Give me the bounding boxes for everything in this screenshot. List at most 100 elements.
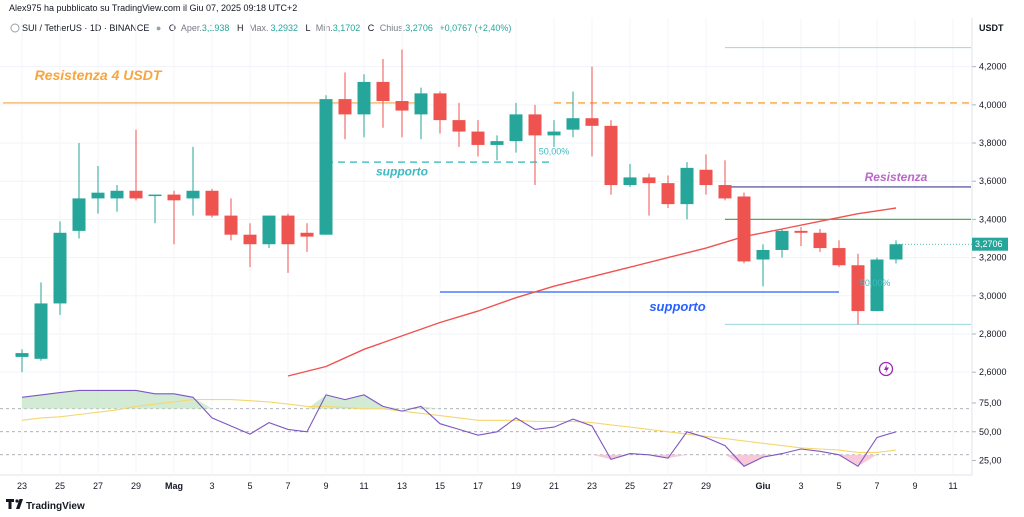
candle (15, 349, 29, 373)
candle (775, 228, 789, 258)
price-tick-label: 3,4000 (979, 214, 1007, 224)
resistenza-label: Resistenza (865, 170, 928, 184)
moving-average-line (287, 207, 897, 377)
candle (357, 74, 371, 138)
candle-body (870, 259, 884, 312)
candle-body (129, 190, 143, 199)
price-tick-label: 3,6000 (979, 176, 1007, 186)
time-tick-label: 29 (701, 481, 711, 491)
candle-body (53, 232, 67, 304)
candle-body (34, 303, 48, 359)
tradingview-brand-text: TradingView (26, 501, 85, 512)
candle-body (889, 244, 903, 260)
candle-body (224, 215, 238, 235)
candle (756, 244, 770, 287)
candle (433, 91, 447, 134)
rsi-tick-label: 50,00 (979, 427, 1002, 437)
candle-body (148, 194, 162, 197)
time-tick-label: 29 (131, 481, 141, 491)
candle (718, 160, 732, 201)
ohlc-legend: SUI / TetherUS · 1D · BINANCE ● O Aper.3… (10, 23, 511, 33)
fib-50-top-label: 50,00% (539, 146, 570, 156)
candle-body (376, 81, 390, 102)
change-text: +0,0767 (+2,40%) (439, 23, 511, 33)
candle-body (281, 215, 295, 245)
time-tick-label: 9 (323, 481, 328, 491)
candle-body (756, 249, 770, 260)
time-tick-label: 9 (912, 481, 917, 491)
price-tick-label: 4,2000 (979, 62, 1007, 72)
last-price-badge: 3,2706 (972, 237, 1008, 251)
published-text: Alex975 ha pubblicato su TradingView.com… (9, 3, 297, 13)
candle-body (737, 196, 751, 262)
price-tick-label: 3,2000 (979, 253, 1007, 263)
candle (642, 173, 656, 216)
time-tick-label: 27 (93, 481, 103, 491)
candle (832, 240, 846, 268)
candle-body (813, 232, 827, 249)
candle-body (623, 177, 637, 186)
candle (452, 102, 466, 147)
candle-body (490, 141, 504, 145)
candle-body (566, 118, 580, 130)
fib-50-bottom-label: 50,00% (860, 278, 891, 288)
time-tick-label: 17 (473, 481, 483, 491)
candle (509, 102, 523, 153)
candle (34, 282, 48, 361)
time-tick-label: Mag (165, 481, 183, 491)
candle (91, 165, 105, 214)
candle-body (205, 190, 219, 216)
time-tick-label: 27 (663, 481, 673, 491)
candle-body (509, 114, 523, 142)
time-tick-label: 15 (435, 481, 445, 491)
candle (661, 175, 675, 208)
candle (53, 221, 67, 315)
candle (623, 164, 637, 187)
candle (376, 59, 390, 128)
candle-body (547, 131, 561, 136)
candle-body (452, 120, 466, 132)
time-axis: 23 25 27 29 Mag 3 5 7 9 11 13 15 17 19 21 23 25 27 29 Giu 3 5… (17, 481, 958, 491)
lightning-icon[interactable] (878, 361, 894, 377)
candle (395, 49, 409, 138)
time-tick-label: 23 (17, 481, 27, 491)
candle (699, 154, 713, 195)
price-tick-label: 3,0000 (979, 291, 1007, 301)
tradingview-logo-icon (6, 499, 14, 509)
candle-body (186, 190, 200, 199)
time-tick-label: 5 (247, 481, 252, 491)
candle-body (661, 183, 675, 205)
candle-body (338, 99, 352, 115)
candle-body (110, 190, 124, 199)
price-tick-label: 2,8000 (979, 329, 1007, 339)
candle (319, 95, 333, 235)
symbol-icon (10, 23, 20, 33)
candle (148, 194, 162, 224)
candle-body (319, 99, 333, 235)
time-tick-label: 25 (625, 481, 635, 491)
candle-body (851, 265, 865, 312)
candle (262, 215, 276, 249)
supporto-bottom-label: supporto (649, 299, 705, 314)
time-tick-label: 11 (359, 481, 368, 491)
candle-body (300, 232, 314, 237)
candle-body (642, 177, 656, 184)
time-tick-label: 5 (836, 481, 841, 491)
time-tick-label: 13 (397, 481, 407, 491)
last-price-label: 3,2706 (975, 239, 1003, 249)
time-tick-label: 3 (798, 481, 803, 491)
time-tick-label: 21 (549, 481, 559, 491)
candle (338, 72, 352, 140)
candle (224, 198, 238, 241)
candle (300, 223, 314, 252)
candle-body (832, 248, 846, 266)
price-tick-label: 4,0000 (979, 100, 1007, 110)
candle (680, 162, 694, 220)
candle (528, 104, 542, 186)
candle-body (357, 81, 371, 115)
candle-body (15, 353, 29, 357)
time-tick-label: 25 (55, 481, 65, 491)
candle (414, 87, 428, 140)
